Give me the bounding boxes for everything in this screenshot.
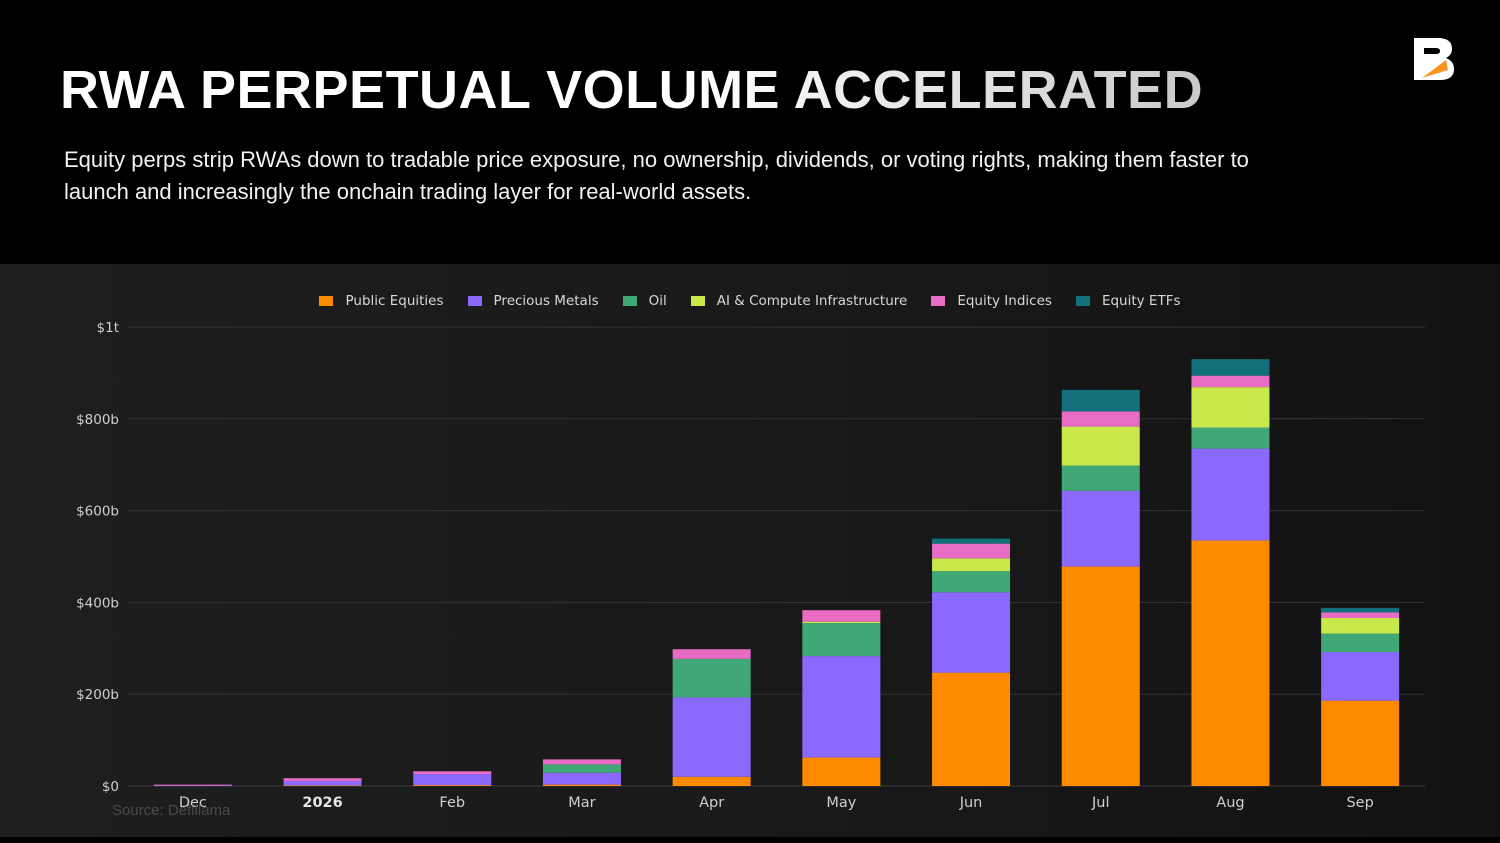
y-tick-label: $400b [76,595,119,611]
bar-segment-public-equities [802,757,881,786]
bar-segment-ai-compute-infrastructure [1191,387,1270,428]
bar-segment-equity-etfs [1061,389,1140,412]
legend-label: Precious Metals [493,293,599,309]
legend-swatch [690,296,705,306]
legend-swatch [622,296,637,306]
legend-label: AI & Compute Infrastructure [716,293,908,309]
bar-segment-equity-indices [413,771,492,775]
x-tick-label: Jul [1091,795,1110,811]
legend-swatch [467,296,482,306]
x-tick-label: Sep [1346,795,1373,811]
bar-segment-public-equities [542,784,621,786]
bar-segment-precious-metals [1321,651,1400,701]
x-tick-label: Aug [1216,795,1244,811]
bar-segment-equity-etfs [932,538,1011,544]
bar-segment-precious-metals [413,774,492,786]
bar-segment-oil [542,764,621,773]
y-tick-label: $1t [97,320,119,336]
bar-segment-ai-compute-infrastructure [1061,426,1140,466]
bar-segment-precious-metals [153,785,232,787]
legend-swatch [319,296,334,306]
bar-segment-public-equities [932,672,1011,786]
x-tick-label: Jun [959,795,983,811]
bar-segment-equity-etfs [1321,607,1400,613]
bar-segment-oil [1191,427,1270,449]
legend-swatch [1075,296,1090,306]
x-tick-label: Feb [439,795,465,811]
y-tick-label: $200b [76,687,119,703]
bar-segment-equity-indices [542,759,621,765]
stacked-bar-chart: $0 $200b $400b $600b $800b $1t Dec 2026 Feb Mar Ap… [76,320,1425,811]
legend-item: Equity ETFs [1075,293,1181,309]
bar-segment-equity-indices [1321,612,1400,619]
bar-segment-oil [802,623,881,657]
legend-item: Equity Indices [931,293,1052,309]
bar-segment-ai-compute-infrastructure [802,621,881,624]
chart-legend: Public Equities Precious Metals Oil AI & Co… [0,293,1500,309]
legend-item: AI & Compute Infrastructure [690,293,908,309]
bar-segment-precious-metals [802,656,881,758]
x-tick-label: Apr [699,795,724,811]
y-tick-label: $0 [102,779,119,795]
bar-segment-oil [932,571,1011,593]
bar-segment-oil [1321,633,1400,652]
bar-segment-public-equities [672,776,751,786]
bar-segment-equity-indices [283,778,362,781]
page-subtitle: Equity perps strip RWAs down to tradable… [64,147,1249,204]
bar-segment-precious-metals [932,592,1011,673]
bar-segment-precious-metals [542,772,621,785]
bar-segment-public-equities [1191,540,1270,786]
legend-item: Oil [622,293,667,309]
legend-label: Equity Indices [957,293,1052,309]
bar-segment-oil [672,658,751,698]
bar-segment-equity-indices [153,784,232,786]
bar-segment-public-equities [1321,700,1400,786]
bar-segment-precious-metals [283,780,362,786]
bar-segment-equity-indices [802,610,881,622]
legend-label: Public Equities [345,293,444,309]
chart-panel: $0 $200b $400b $600b $800b $1t Dec 2026 Feb Mar Ap… [0,264,1500,837]
bar-segment-public-equities [1061,566,1140,786]
page-title: RWA PERPETUAL VOLUME ACCELERATED [60,60,1204,120]
bar-segment-public-equities [283,785,362,787]
bar-segment-precious-metals [1061,490,1140,567]
bar-segment-precious-metals [1191,448,1270,541]
bar-segment-ai-compute-infrastructure [1321,618,1400,634]
bar-segment-equity-etfs [1191,359,1270,376]
bar-segment-equity-indices [932,543,1011,559]
bar-segment-equity-indices [672,649,751,659]
y-tick-label: $800b [76,412,119,428]
bar-segment-public-equities [413,785,492,786]
b-logo-icon [1414,38,1454,80]
x-tick-label: 2026 [302,795,342,811]
x-tick-label: Dec [179,795,207,811]
x-tick-label: May [826,795,856,811]
y-tick-label: $600b [76,504,119,520]
legend-swatch [931,296,946,306]
bar-segment-precious-metals [672,697,751,777]
legend-label: Equity ETFs [1101,293,1181,309]
bar-segment-ai-compute-infrastructure [932,558,1011,572]
x-tick-label: Mar [568,795,595,811]
bar-segment-equity-indices [1061,411,1140,427]
bar-segment-oil [1061,465,1140,491]
legend-item: Public Equities [319,293,444,309]
legend-item: Precious Metals [467,293,599,309]
legend-label: Oil [648,293,667,309]
bar-segment-equity-indices [1191,375,1270,388]
source-note: Source: Defillama [112,802,231,819]
